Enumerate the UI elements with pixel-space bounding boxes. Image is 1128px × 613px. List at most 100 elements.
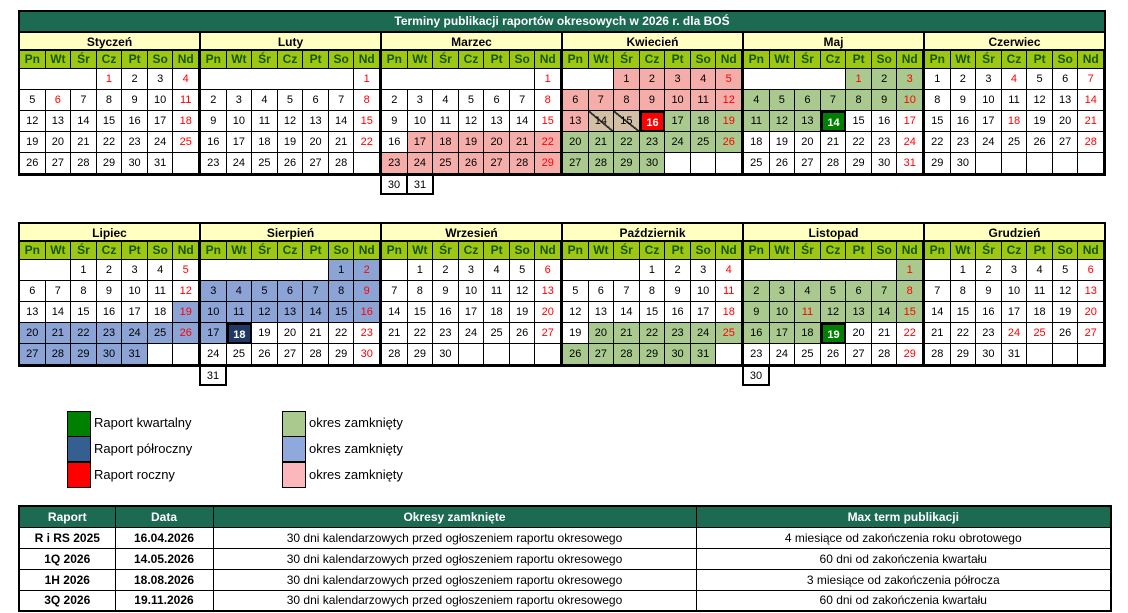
day-cell: 24 <box>897 132 923 153</box>
weekday-header: Śr <box>614 242 640 260</box>
table-cell: 30 dni kalendarzowych przed ogłoszeniem … <box>212 547 697 570</box>
day-cell: 3 <box>769 281 796 302</box>
day-cell: 4 <box>690 69 717 90</box>
day-cell: 9 <box>354 281 380 302</box>
day-cell: 12 <box>716 90 742 111</box>
blank-cell <box>1052 344 1079 365</box>
day-cell: 12 <box>563 302 589 323</box>
weekday-header: Cz <box>820 242 847 260</box>
day-cell: 3 <box>665 69 691 90</box>
day-cell: 19 <box>173 302 199 323</box>
day-cell: 27 <box>1052 132 1079 153</box>
day-cell: 7 <box>614 281 640 302</box>
day-cell: 24 <box>407 153 434 174</box>
table-cell: 60 dni od zakończenia kwartału <box>695 589 1112 612</box>
day-cell: 20 <box>1052 111 1079 132</box>
blank-cell <box>147 344 174 365</box>
overflow-row: 30 31 <box>380 174 434 195</box>
day-cell: 5 <box>252 281 278 302</box>
month-name: Czerwiec <box>925 33 1104 51</box>
day-cell: 27 <box>277 344 304 365</box>
day-cell: 2 <box>382 90 408 111</box>
weekday-header: Śr <box>795 51 821 69</box>
day-cell: 1 <box>925 69 951 90</box>
weekday-header: So <box>147 51 174 69</box>
weekday-header: Pn <box>201 51 227 69</box>
day-cell: 22 <box>354 132 380 153</box>
day-cell: 29 <box>407 344 434 365</box>
month-kwiecień: Kwiecień Pn Wt Śr Cz Pt So Nd 1 2 3 4 5 6 7 8 9 10 11 12 13 1… <box>561 31 744 176</box>
day-cell: 12 <box>277 111 304 132</box>
day-cell: 8 <box>614 90 640 111</box>
publication-table: Raport Data Okresy zamknięte Max term publi… <box>18 505 1112 612</box>
day-cell: 3 <box>897 69 923 90</box>
day-cell: 6 <box>20 281 46 302</box>
table-row: 3Q 2026 19.11.2026 30 dni kalendarzowych p… <box>18 589 1112 612</box>
weekday-header: Nd <box>716 242 742 260</box>
report-day-cell: 16 <box>639 111 666 132</box>
weekday-header: Pt <box>846 51 872 69</box>
day-cell: 26 <box>1027 132 1053 153</box>
day-cell: 19 <box>1052 302 1079 323</box>
day-cell: 13 <box>303 111 329 132</box>
day-cell: 24 <box>1001 323 1028 344</box>
day-cell: 10 <box>1001 281 1028 302</box>
day-cell: 14 <box>45 302 72 323</box>
month-czerwiec: Czerwiec Pn Wt Śr Cz Pt So Nd 1 2 3 4 5 6 7 8 9 10 11 12 13 1… <box>923 31 1106 176</box>
weekday-header: Śr <box>614 51 640 69</box>
day-cell: 21 <box>382 323 408 344</box>
weekday-header: Wt <box>407 51 434 69</box>
day-cell: 25 <box>1001 132 1028 153</box>
day-cell: 9 <box>122 90 148 111</box>
day-cell: 15 <box>614 111 640 132</box>
day-cell: 5 <box>820 281 847 302</box>
day-cell: 5 <box>20 90 46 111</box>
month-grid: Pn Wt Śr Cz Pt So Nd 1 2 3 4 5 6 7 8 9 10 11 12 13 14 15 16 17 1… <box>201 242 380 365</box>
day-cell: 22 <box>96 132 123 153</box>
day-cell: 21 <box>328 132 355 153</box>
month-grid: Pn Wt Śr Cz Pt So Nd 1 2 3 4 5 6 7 8 9 10 11 12 13 14 15 16 17 1… <box>20 51 199 174</box>
day-cell: 15 <box>639 302 666 323</box>
day-cell: 24 <box>122 323 148 344</box>
day-cell: 15 <box>950 302 977 323</box>
month-grid: Pn Wt Śr Cz Pt So Nd 1 2 3 4 5 6 7 8 9 10 11 12 13 14 15 16 17 1… <box>563 51 742 174</box>
day-cell: 22 <box>950 323 977 344</box>
blank-cell <box>201 69 355 90</box>
day-cell: 16 <box>665 302 691 323</box>
blank-cell <box>484 344 510 365</box>
day-cell: 28 <box>614 344 640 365</box>
day-cell: 25 <box>1027 323 1053 344</box>
day-cell: 8 <box>897 281 923 302</box>
weekday-header: Śr <box>71 51 97 69</box>
day-cell: 26 <box>277 153 304 174</box>
blank-cell <box>173 153 199 174</box>
weekday-header: Nd <box>354 51 380 69</box>
day-cell: 6 <box>484 90 510 111</box>
day-cell: 2 <box>950 69 977 90</box>
day-cell: 20 <box>588 323 615 344</box>
day-cell: 4 <box>1027 260 1053 281</box>
weekday-header: Pn <box>925 242 951 260</box>
weekday-header: Pn <box>563 242 589 260</box>
legend-period-item: okres zamknięty <box>282 410 403 437</box>
day-cell: 2 <box>665 260 691 281</box>
legend-period-item: okres zamknięty <box>282 436 403 462</box>
day-cell: 31 <box>199 365 227 386</box>
day-cell: 17 <box>122 302 148 323</box>
day-cell: 1 <box>614 69 640 90</box>
day-cell: 6 <box>1052 69 1079 90</box>
day-cell: 27 <box>45 153 72 174</box>
day-cell: 6 <box>1078 260 1104 281</box>
blank-cell <box>509 344 536 365</box>
day-cell: 21 <box>1078 111 1104 132</box>
day-cell: 11 <box>795 302 821 323</box>
day-cell: 13 <box>1052 90 1079 111</box>
legend-period-item: okres zamknięty <box>282 462 403 488</box>
day-cell: 17 <box>407 132 434 153</box>
table-header-cell: Okresy zamknięte <box>212 505 697 528</box>
blank-cell <box>744 260 898 281</box>
day-cell: 10 <box>407 111 434 132</box>
day-cell: 14 <box>328 111 355 132</box>
day-cell: 14 <box>71 111 97 132</box>
